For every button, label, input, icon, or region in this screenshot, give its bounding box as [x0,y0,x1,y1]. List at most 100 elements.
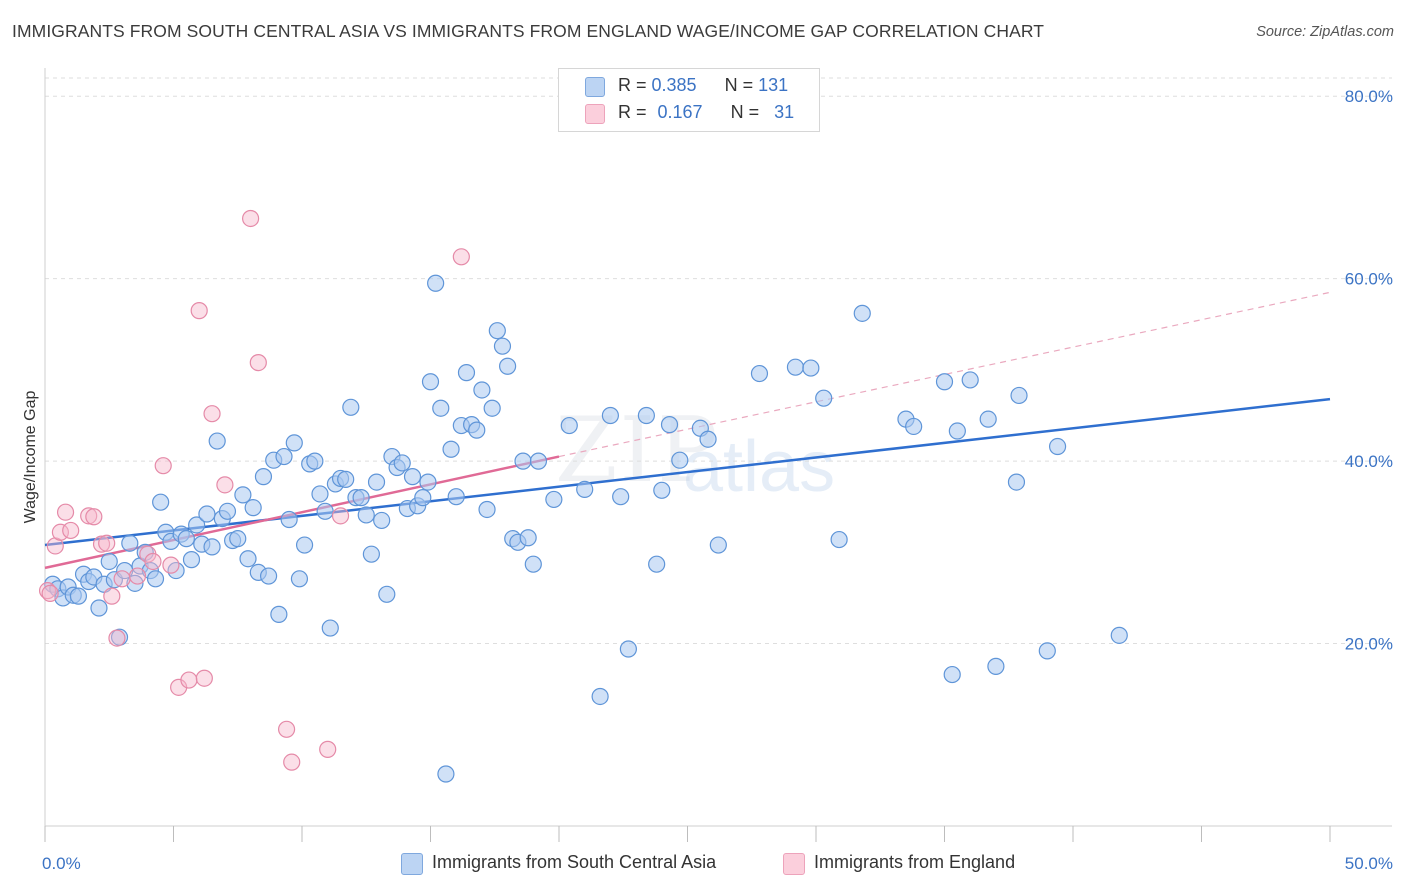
point-south-central-asia [367,473,386,491]
point-england [452,248,470,266]
source-label: Source: ZipAtlas.com [1256,24,1394,40]
point-south-central-asia [457,364,476,382]
point-south-central-asia [352,489,370,507]
point-england [203,405,221,423]
point-south-central-asia [146,570,165,588]
legend-swatch-blue [585,77,605,97]
point-south-central-asia [699,430,717,448]
point-england [190,302,208,320]
chart-title: IMMIGRANTS FROM SOUTH CENTRAL ASIA VS IM… [12,21,1045,41]
point-south-central-asia [427,274,445,292]
point-south-central-asia [612,488,630,506]
bottom-legend-label-series2: Immigrants from England [814,852,1016,872]
point-south-central-asia [619,640,637,658]
trend-line-south-central-asia [44,397,1331,547]
point-south-central-asia [709,536,727,554]
legend-n-label: N = [724,75,759,95]
point-south-central-asia [177,530,195,548]
point-south-central-asia [519,529,537,547]
point-south-central-asia [483,399,501,417]
point-south-central-asia [830,530,848,549]
point-england [108,629,126,647]
point-south-central-asia [182,551,201,569]
point-south-central-asia [208,432,226,450]
point-south-central-asia [414,489,432,507]
x-tick-label: 0.0% [42,854,81,873]
point-south-central-asia [393,454,411,472]
point-south-central-asia [637,406,655,425]
data-points [38,209,1128,783]
point-south-central-asia [362,545,380,563]
point-south-central-asia [935,373,954,391]
point-south-central-asia [660,416,679,434]
point-england [277,720,296,738]
point-south-central-asia [373,511,391,530]
point-south-central-asia [69,587,88,605]
point-south-central-asia [357,506,375,524]
x-tick-label: 50.0% [1345,854,1393,873]
point-england [128,567,147,585]
axes [44,68,1392,842]
point-south-central-asia [244,499,262,517]
point-south-central-asia [447,488,465,506]
y-tick-label: 60.0% [1345,270,1393,289]
point-south-central-asia [403,468,422,486]
point-south-central-asia [285,434,303,452]
point-south-central-asia [750,364,769,383]
trend-lines [44,291,1331,570]
point-south-central-asia [1110,626,1128,644]
point-england [331,507,350,525]
point-south-central-asia [493,337,512,355]
point-south-central-asia [321,619,339,637]
legend-n-value: 31 [774,102,795,122]
point-england [180,671,198,689]
point-england [62,521,80,540]
point-england [92,535,111,553]
point-south-central-asia [671,451,689,469]
point-south-central-asia [254,468,273,486]
point-south-central-asia [488,322,506,340]
point-south-central-asia [648,555,666,573]
point-england [103,587,121,605]
y-axis-title: Wage/Income Gap [22,391,39,524]
point-south-central-asia [275,447,293,466]
point-south-central-asia [815,389,833,407]
point-south-central-asia [188,516,206,534]
point-south-central-asia [468,421,486,439]
point-england [216,476,234,494]
bottom-legend-swatch-pink [783,853,805,875]
point-south-central-asia [1048,437,1067,456]
legend-r-label: R = [618,102,652,122]
point-south-central-asia [203,538,221,556]
point-south-central-asia [295,536,314,554]
point-south-central-asia [786,358,805,376]
y-tick-label: 40.0% [1345,452,1393,471]
point-south-central-asia [229,530,247,548]
point-south-central-asia [1010,386,1028,405]
point-england [154,457,172,475]
point-england [85,508,103,526]
point-south-central-asia [1007,473,1026,491]
point-south-central-asia [100,552,118,571]
point-south-central-asia [421,373,440,391]
y-tick-label: 20.0% [1345,635,1393,654]
point-south-central-asia [1038,642,1056,660]
point-south-central-asia [316,502,334,520]
y-tick-label: 80.0% [1345,87,1393,106]
legend-r-label: R = [618,75,652,95]
legend-swatch-pink [585,104,605,124]
point-england [249,354,267,372]
point-south-central-asia [432,399,450,417]
point-south-central-asia [514,452,532,470]
point-england [38,582,57,600]
point-south-central-asia [560,416,578,435]
point-south-central-asia [545,490,563,509]
point-south-central-asia [290,570,309,588]
point-england [113,570,131,588]
point-england [56,503,75,521]
point-south-central-asia [419,473,437,491]
point-south-central-asia [152,493,170,511]
bottom-legend-label-series1: Immigrants from South Central Asia [432,852,717,872]
point-south-central-asia [905,417,923,436]
point-england [242,209,260,228]
